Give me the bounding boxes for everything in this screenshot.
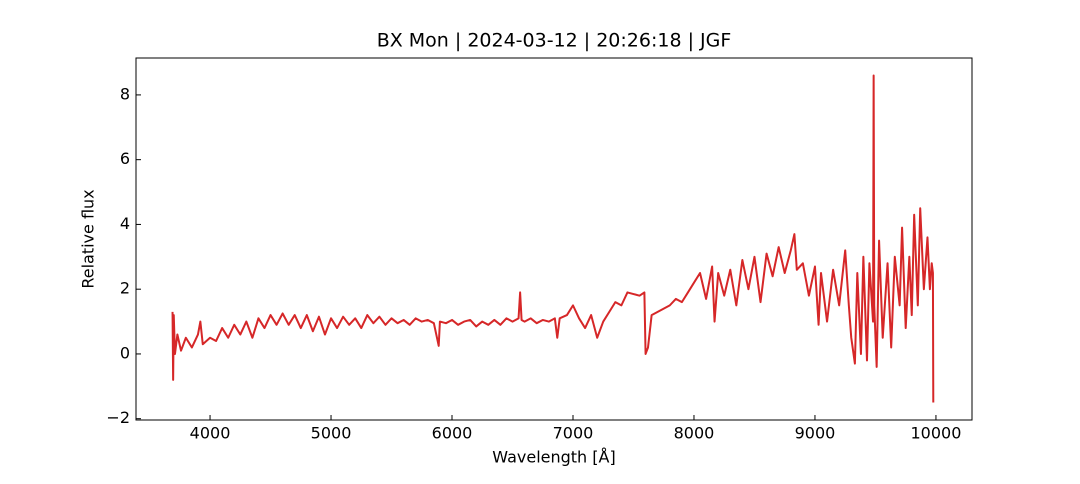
spectrum-line <box>171 74 935 403</box>
y-tick-label: 8 <box>120 84 130 103</box>
y-tick-label: 4 <box>120 214 130 233</box>
x-tick-label: 5000 <box>311 424 352 443</box>
plot-frame <box>135 57 973 421</box>
x-tick-label: 6000 <box>432 424 473 443</box>
x-tick-label: 10000 <box>910 424 961 443</box>
y-tick-label: 6 <box>120 149 130 168</box>
x-tick-label: 4000 <box>190 424 231 443</box>
y-tick-label: −2 <box>106 408 130 427</box>
x-axis-label: Wavelength [Å] <box>492 448 615 467</box>
x-tick-label: 8000 <box>674 424 715 443</box>
y-tick-label: 2 <box>120 279 130 298</box>
chart-title: BX Mon | 2024-03-12 | 20:26:18 | JGF <box>377 30 732 52</box>
x-tick-label: 9000 <box>795 424 836 443</box>
x-tick-label: 7000 <box>553 424 594 443</box>
y-tick-label: 0 <box>120 343 130 362</box>
y-axis-label: Relative flux <box>79 189 98 288</box>
